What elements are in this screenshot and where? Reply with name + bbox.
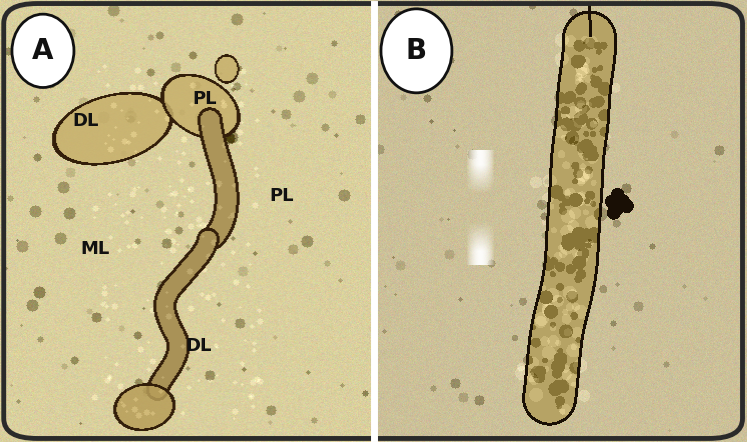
Text: PL: PL: [269, 187, 294, 205]
Circle shape: [12, 14, 74, 88]
Circle shape: [381, 9, 452, 93]
Text: B: B: [406, 37, 427, 65]
Text: DL: DL: [185, 337, 211, 355]
Text: DL: DL: [72, 112, 99, 130]
Text: PL: PL: [193, 90, 217, 108]
Text: ML: ML: [80, 240, 110, 258]
Text: A: A: [32, 37, 54, 65]
